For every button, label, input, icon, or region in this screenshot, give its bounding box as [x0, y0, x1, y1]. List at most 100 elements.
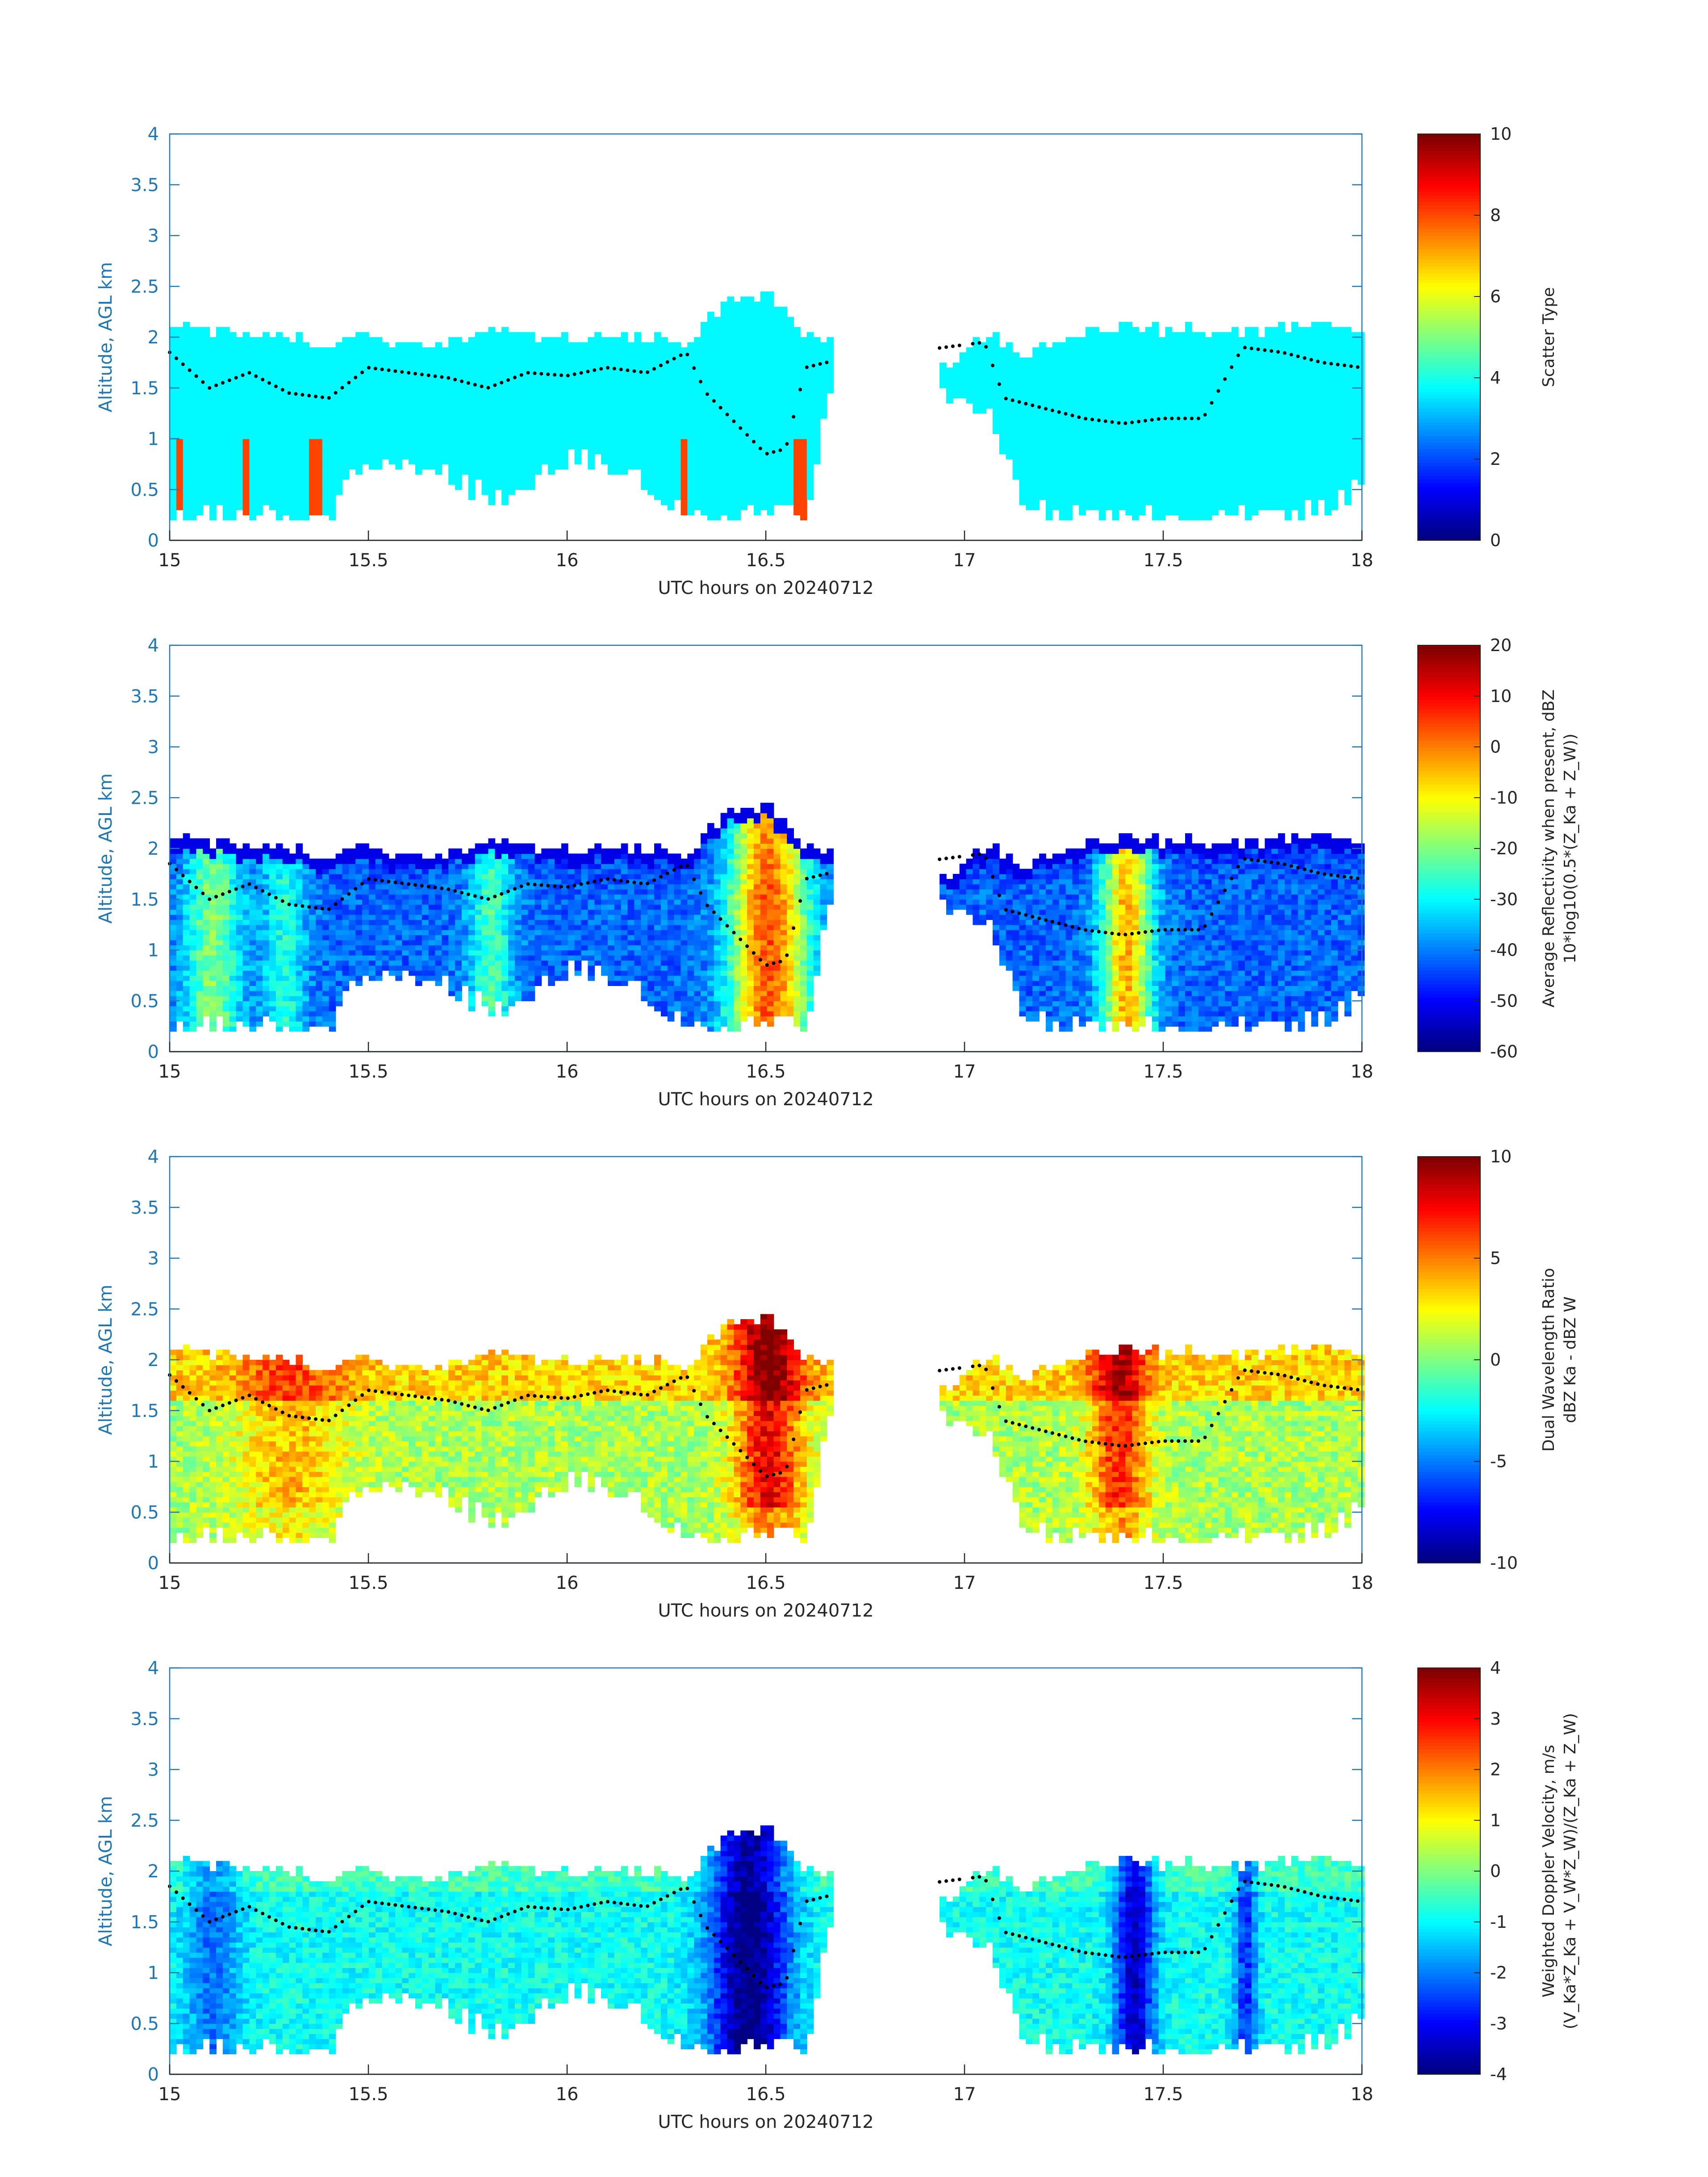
heatmap-cell [1232, 403, 1239, 409]
heatmap-cell [548, 469, 555, 475]
heatmap-cell [1172, 484, 1179, 490]
heatmap-cell [1265, 378, 1272, 384]
heatmap-cell [574, 443, 582, 450]
heatmap-cell [1232, 464, 1239, 470]
heatmap-cell [409, 347, 416, 353]
heatmap-cell [395, 357, 402, 363]
heatmap-cell [773, 423, 781, 429]
heatmap-cell [535, 449, 542, 455]
heatmap-cell [634, 439, 642, 444]
heatmap-cell [1039, 474, 1046, 480]
heatmap-cell [249, 505, 257, 510]
heatmap-cell [687, 408, 694, 414]
heatmap-cell [740, 357, 748, 363]
heatmap-cell [282, 449, 290, 455]
heatmap-cell [548, 459, 555, 465]
heatmap-cell [1079, 337, 1086, 343]
heatmap-cell [734, 428, 741, 434]
heatmap-cell [1218, 403, 1226, 409]
heatmap-cell [1191, 357, 1199, 363]
heatmap-cell [428, 393, 436, 399]
heatmap-cell [475, 428, 482, 434]
heatmap-cell [667, 388, 675, 393]
heatmap-cell [176, 439, 184, 444]
heatmap-cell [176, 505, 184, 510]
heatmap-cell [362, 393, 369, 399]
heatmap-cell [395, 423, 402, 429]
heatmap-cell [428, 454, 436, 460]
heatmap-cell [647, 489, 655, 495]
heatmap-cell [402, 393, 409, 399]
heatmap-cell [316, 418, 323, 424]
heatmap-cell [1098, 515, 1106, 521]
heatmap-cell [514, 454, 522, 460]
heatmap-cell [720, 398, 728, 404]
heatmap-cell [1298, 484, 1305, 490]
heatmap-cell [601, 347, 608, 353]
heatmap-cell [1185, 449, 1192, 455]
heatmap-cell [1072, 484, 1080, 490]
heatmap-cell [720, 306, 728, 312]
heatmap-cell [1172, 464, 1179, 470]
heatmap-cell [176, 337, 184, 343]
heatmap-cell [627, 459, 635, 465]
heatmap-cell [966, 393, 973, 399]
heatmap-cell [1026, 469, 1033, 475]
heatmap-cell [1211, 454, 1219, 460]
heatmap-cell [362, 439, 369, 444]
heatmap-cell [701, 342, 708, 348]
heatmap-cell [501, 489, 509, 495]
heatmap-cell [335, 362, 343, 368]
heatmap-cell [196, 332, 204, 338]
heatmap-cell [422, 449, 429, 455]
heatmap-cell [787, 474, 794, 480]
heatmap-cell [342, 469, 350, 475]
heatmap-cell [1065, 474, 1073, 480]
heatmap-cell [1019, 418, 1027, 424]
heatmap-cell [1291, 439, 1299, 444]
heatmap-cell [1125, 489, 1132, 495]
heatmap-cell [1238, 372, 1245, 378]
heatmap-cell [1238, 368, 1245, 373]
heatmap-cell [355, 443, 363, 450]
heatmap-cell [475, 459, 482, 465]
heatmap-cell [740, 322, 748, 328]
heatmap-cell [1125, 342, 1132, 348]
heatmap-cell [322, 484, 330, 490]
heatmap-cell [773, 454, 781, 460]
heatmap-cell [1086, 413, 1093, 419]
heatmap-cell [329, 474, 336, 480]
heatmap-cell [1105, 372, 1113, 378]
heatmap-cell [1052, 479, 1060, 485]
heatmap-cell [1265, 439, 1272, 444]
heatmap-cell [760, 357, 768, 363]
heatmap-cell [395, 418, 402, 424]
heatmap-cell [747, 327, 754, 333]
heatmap-cell [608, 418, 615, 424]
heatmap-cell [1092, 327, 1099, 333]
heatmap-cell [1251, 408, 1259, 414]
heatmap-cell [1092, 388, 1099, 393]
heatmap-cell [1092, 378, 1099, 384]
heatmap-cell [1285, 378, 1292, 384]
heatmap-cell [1304, 449, 1312, 455]
heatmap-cell [1244, 332, 1252, 338]
heatmap-cell [1132, 337, 1139, 343]
heatmap-cell [382, 454, 389, 460]
heatmap-cell [654, 362, 661, 368]
heatmap-cell [806, 342, 814, 348]
heatmap-cell [681, 423, 688, 429]
heatmap-cell [727, 398, 735, 404]
heatmap-cell [229, 500, 237, 506]
heatmap-cell [1298, 449, 1305, 455]
heatmap-cell [1152, 510, 1159, 515]
heatmap-cell [720, 464, 728, 470]
heatmap-cell [594, 372, 601, 378]
heatmap-cell [614, 408, 622, 414]
heatmap-cell [375, 408, 383, 414]
heatmap-cell [634, 443, 642, 450]
heatmap-cell [1092, 469, 1099, 475]
heatmap-cell [627, 403, 635, 409]
heatmap-cell [448, 368, 455, 373]
heatmap-cell [674, 403, 681, 409]
